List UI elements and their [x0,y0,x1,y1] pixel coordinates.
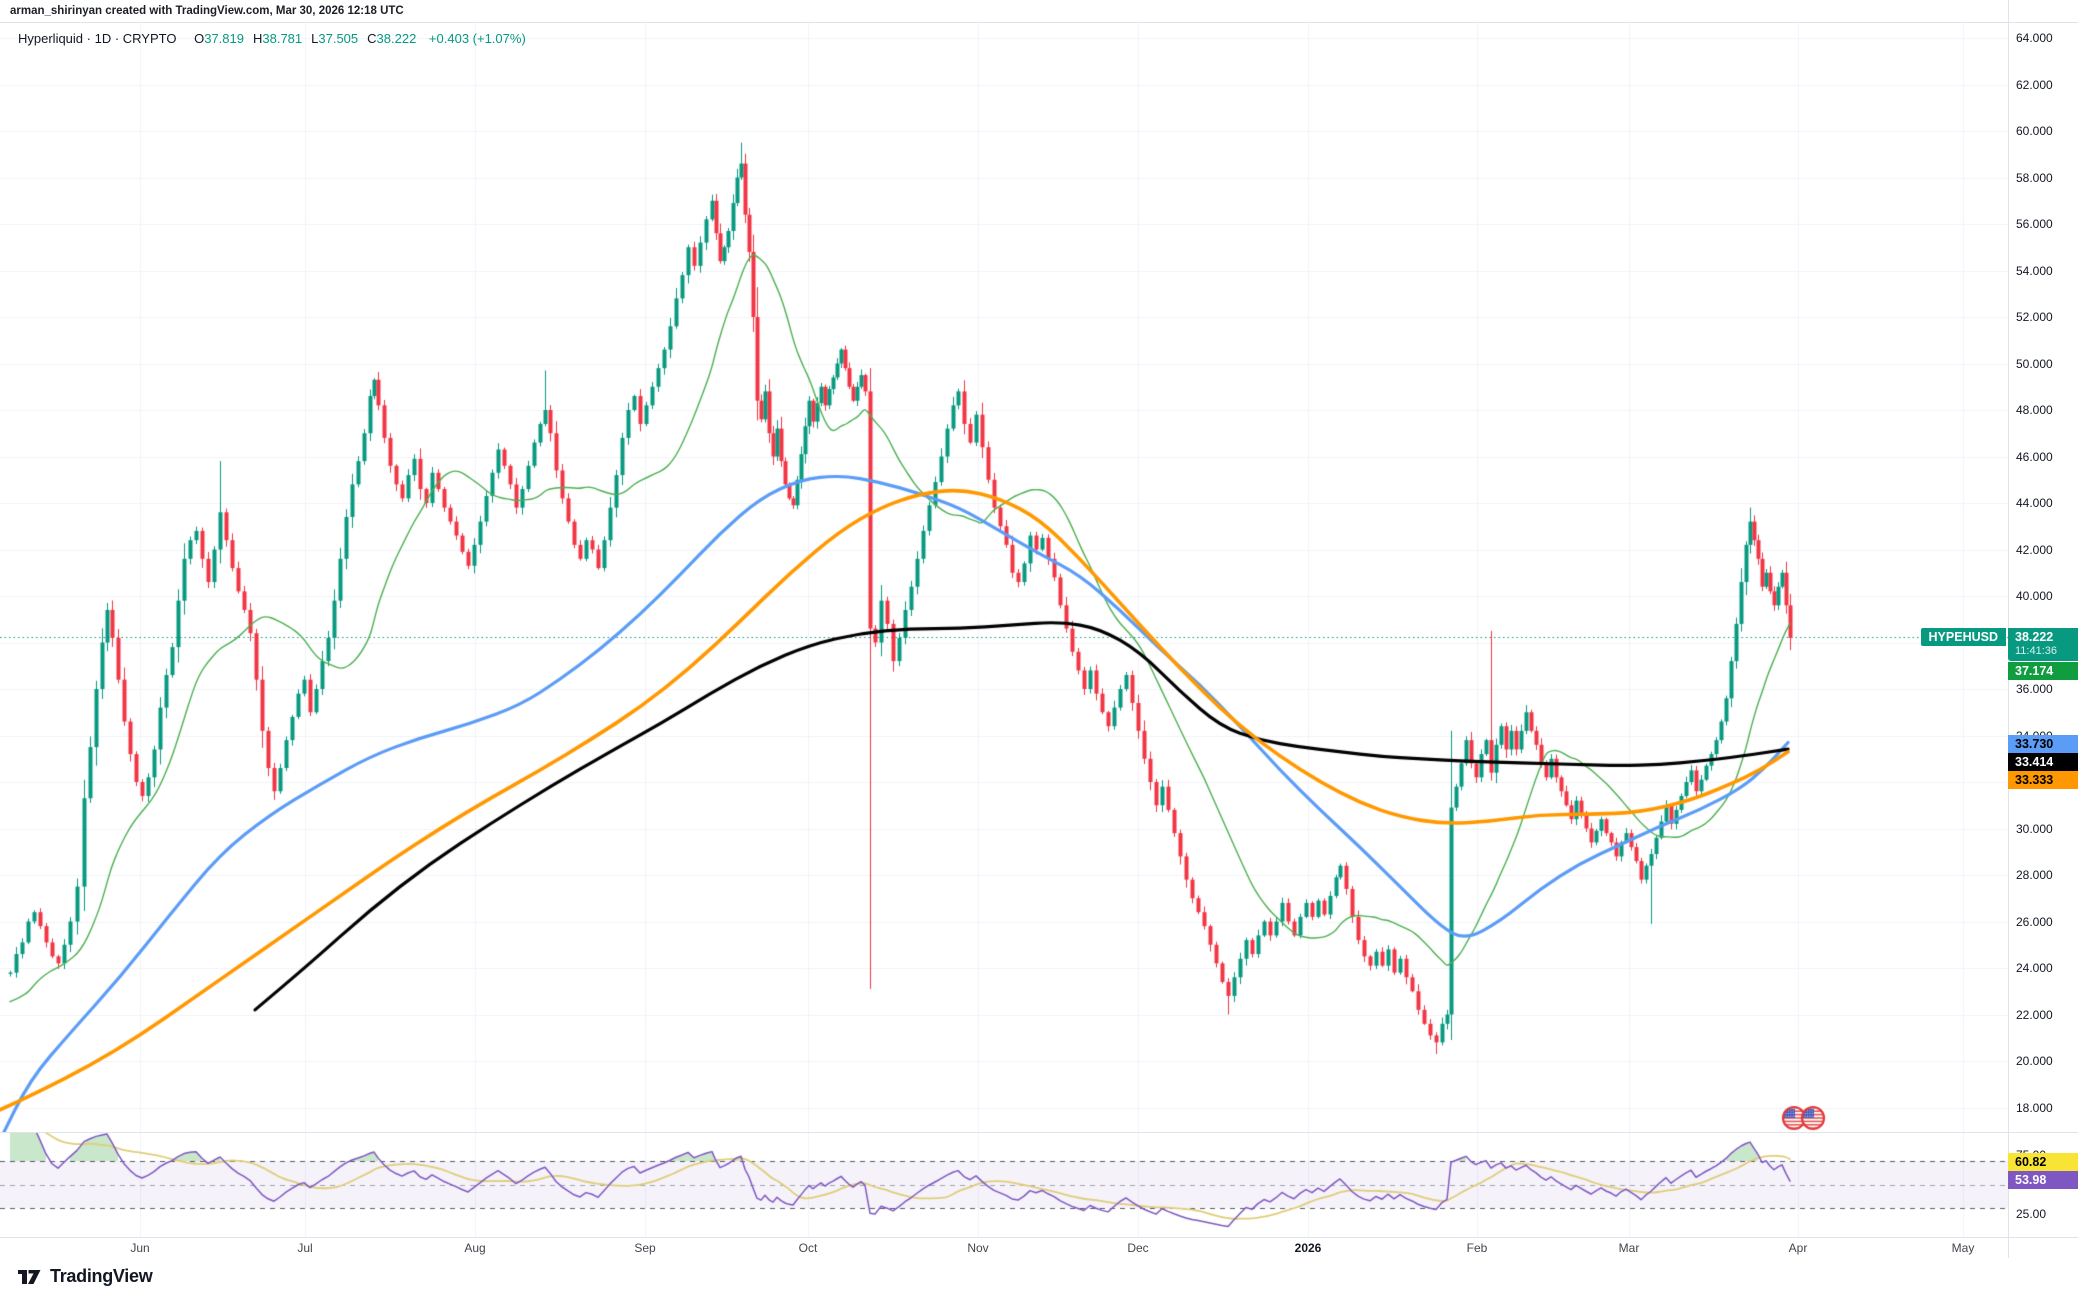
time-axis-divider [0,1237,2078,1238]
tradingview-footer[interactable]: TradingView [16,1263,153,1290]
price-tick-58: 58.000 [2016,170,2053,185]
price-tick-18: 18.000 [2016,1100,2053,1115]
tradingview-logo-icon [18,1270,41,1284]
ohlc-label-O: O [194,31,205,46]
price-tick-28: 28.000 [2016,868,2053,882]
price-tick-50: 50.000 [2016,356,2053,371]
price-tick-30: 30.000 [2016,821,2053,836]
ohlc-value-L: 37.505 [318,31,359,46]
price-tick-52: 52.000 [2016,310,2053,324]
pane-separator[interactable] [0,1132,2078,1133]
ohlc-values: O37.819 H38.781 L37.505 C38.222 [194,31,425,46]
price-tick-56: 56.000 [2016,217,2053,231]
time-label-Aug: Aug [464,1241,486,1255]
ohlc-value-H: 38.781 [262,31,303,46]
symbol-title[interactable]: Hyperliquid · 1D · CRYPTO [18,31,177,46]
time-label-Jun: Jun [130,1241,150,1255]
ohlc-label-C: C [367,31,377,46]
price-tick-64: 64.000 [2016,31,2053,45]
ma-blue-price-badge: 33.730 [2008,735,2078,753]
price-tick-46: 46.000 [2016,449,2053,464]
price-tick-42: 42.000 [2016,542,2053,557]
price-tick-20: 20.000 [2016,1054,2053,1068]
change-value: +0.403 (+1.07%) [428,31,526,46]
time-label-Jul: Jul [297,1241,313,1255]
last-price-value: 38.222 [2015,630,2054,644]
price-tick-36: 36.000 [2016,682,2053,696]
price-tick-62: 62.000 [2016,77,2053,92]
time-label-Nov: Nov [967,1241,989,1255]
ma-black-price-badge: 33.414 [2008,753,2078,771]
rsi-tick-25: 25.00 [2016,1206,2047,1221]
price-line-symbol-tag: HYPEHUSD [1920,628,2006,646]
price-tick-44: 44.000 [2016,496,2053,510]
header-divider [0,22,2078,23]
price-tick-24: 24.000 [2016,961,2053,975]
time-label-Apr: Apr [1788,1241,1808,1255]
bar-countdown: 11:41:36 [2015,645,2058,657]
price-tick-22: 22.000 [2016,1007,2053,1022]
time-label-Sep: Sep [634,1241,656,1255]
rsi-value-badge: 53.98 [2008,1171,2078,1189]
time-label-Feb: Feb [1466,1241,1488,1255]
time-label-Dec: Dec [1127,1241,1149,1255]
ma-orange-price-badge: 33.333 [2008,771,2078,789]
attribution-text: arman_shirinyan created with TradingView… [10,5,404,17]
last-price-badge: 38.222 11:41:36 [2008,628,2078,661]
symbol-legend[interactable]: Hyperliquid · 1D · CRYPTO O37.819 H38.781… [18,31,526,46]
price-tick-60: 60.000 [2016,124,2053,138]
price-tick-40: 40.000 [2016,589,2053,603]
price-tick-54: 54.000 [2016,263,2053,278]
ohlc-value-O: 37.819 [204,31,244,46]
rsi-ma-badge: 60.82 [2008,1153,2078,1171]
ohlc-label-H: H [252,31,263,46]
price-tick-26: 26.000 [2016,914,2053,929]
ohlc-label-L: L [311,31,319,46]
price-tick-48: 48.000 [2016,403,2053,417]
time-label-2026: 2026 [1294,1241,1322,1255]
ohlc-value-C: 38.222 [376,31,417,46]
time-label-Oct: Oct [798,1241,818,1255]
ma-fast-price-badge: 37.174 [2008,662,2078,680]
time-label-Mar: Mar [1618,1241,1640,1255]
time-label-May: May [1951,1241,1975,1255]
tradingview-brand-text: TradingView [50,1266,153,1286]
